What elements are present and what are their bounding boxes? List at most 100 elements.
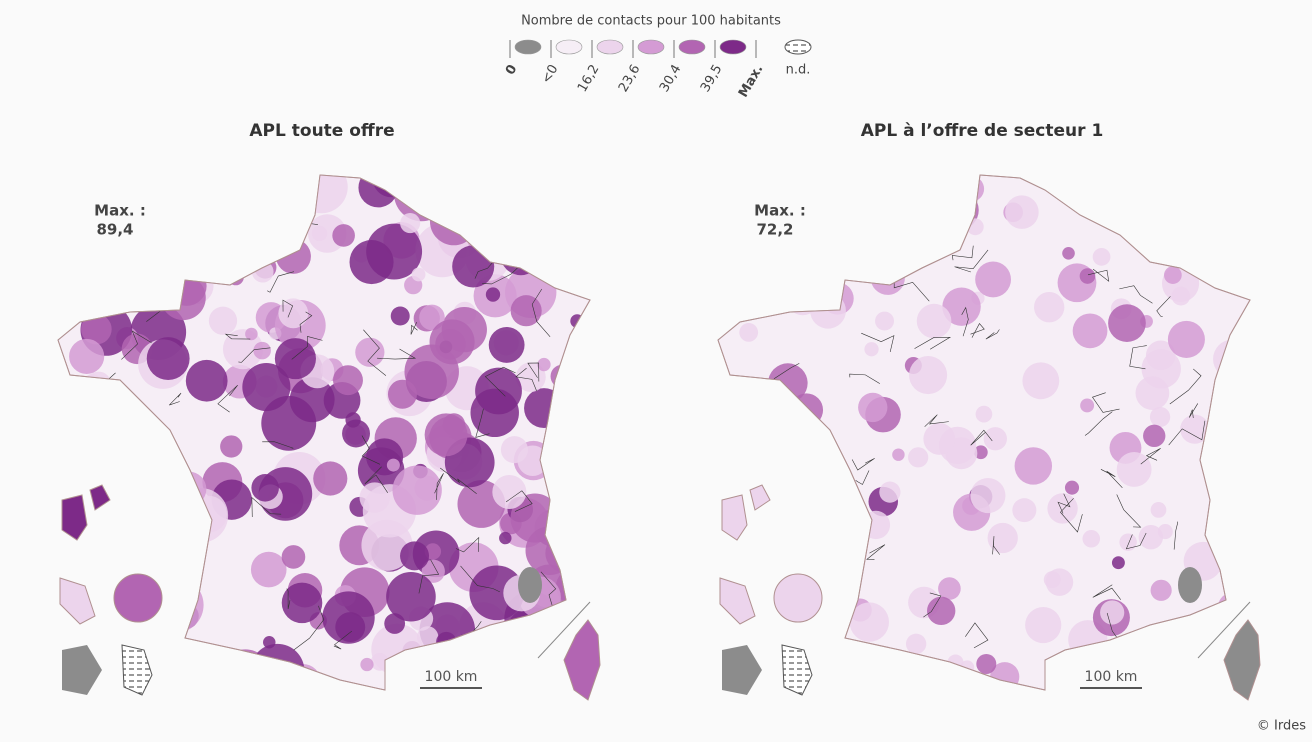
- legend-label: <0: [539, 62, 562, 86]
- area: [1237, 336, 1250, 353]
- border: [251, 496, 282, 517]
- scale-label: 100 km: [1085, 669, 1138, 685]
- border: [439, 467, 477, 494]
- area: [1062, 247, 1075, 260]
- area: [533, 628, 561, 656]
- area: [499, 531, 512, 545]
- mayotte: [781, 644, 813, 696]
- border: [1100, 469, 1123, 489]
- border: [954, 249, 989, 273]
- area: [575, 261, 590, 293]
- mayotte: [121, 644, 153, 696]
- border: [961, 306, 969, 337]
- area: [553, 175, 590, 203]
- border: [1116, 494, 1142, 528]
- area: [1180, 414, 1210, 444]
- max-label: Max. :: [94, 202, 146, 220]
- area: [1119, 178, 1139, 197]
- area: [66, 284, 80, 298]
- area: [1045, 568, 1074, 596]
- area: [1213, 339, 1250, 379]
- legend-swatch: [555, 39, 583, 55]
- area: [88, 398, 141, 451]
- corsica: [563, 619, 601, 701]
- area: [482, 175, 526, 203]
- area: [958, 176, 985, 202]
- area: [1137, 218, 1159, 240]
- area: [500, 234, 542, 276]
- area: [158, 647, 202, 690]
- area: [85, 371, 112, 397]
- area: [169, 242, 197, 270]
- area: [547, 431, 590, 478]
- border: [183, 250, 234, 271]
- area: [908, 447, 929, 468]
- area: [1171, 286, 1191, 306]
- area: [987, 522, 1018, 554]
- legend-label: 39,5: [698, 62, 725, 95]
- area: [1034, 292, 1065, 323]
- area: [970, 478, 1006, 514]
- credit: © Irdes: [1257, 719, 1306, 734]
- area: [857, 201, 885, 229]
- area: [916, 303, 952, 339]
- inset-sep: [537, 601, 591, 659]
- reunion: [113, 573, 163, 623]
- border: [1087, 268, 1110, 282]
- border: [777, 480, 819, 493]
- area: [250, 551, 287, 588]
- border: [333, 630, 353, 650]
- border: [1140, 448, 1161, 465]
- legend-label: 0: [503, 62, 521, 77]
- area: [1149, 406, 1171, 428]
- border: [855, 470, 870, 485]
- border: [434, 473, 444, 500]
- area: [858, 392, 888, 423]
- area: [275, 238, 311, 274]
- area: [153, 656, 177, 679]
- border: [924, 414, 949, 427]
- border: [262, 441, 294, 449]
- area: [973, 445, 988, 460]
- area: [400, 213, 421, 234]
- area: [332, 224, 355, 247]
- border: [455, 536, 480, 553]
- legend: 0 <0 16,2 23,6 30,4 39,5 Max. n.d.: [503, 39, 812, 100]
- legend-label: 30,4: [657, 62, 684, 95]
- area: [144, 439, 158, 453]
- area: [358, 175, 398, 208]
- area: [386, 571, 436, 622]
- border: [914, 336, 952, 350]
- area: [220, 435, 243, 458]
- reunion: [773, 573, 823, 623]
- border: [773, 431, 784, 460]
- border: [527, 362, 540, 382]
- border: [121, 330, 152, 360]
- border: [153, 490, 163, 527]
- area: [411, 267, 426, 282]
- border: [1125, 532, 1147, 550]
- border: [1168, 420, 1206, 446]
- border: [282, 299, 294, 318]
- area: [295, 175, 348, 214]
- area: [534, 175, 577, 197]
- border: [363, 329, 387, 376]
- border: [861, 332, 895, 353]
- border: [418, 559, 440, 594]
- area: [774, 475, 801, 502]
- border: [224, 333, 251, 340]
- border: [291, 336, 323, 360]
- border: [364, 466, 389, 493]
- area: [923, 423, 956, 455]
- area: [360, 657, 374, 672]
- area: [975, 405, 993, 423]
- area: [227, 269, 244, 286]
- border: [1119, 285, 1153, 304]
- area: [322, 591, 375, 644]
- area: [485, 287, 501, 302]
- area: [583, 275, 590, 294]
- area: [429, 197, 478, 246]
- area: [1064, 480, 1080, 495]
- area: [58, 266, 71, 298]
- area: [976, 653, 997, 674]
